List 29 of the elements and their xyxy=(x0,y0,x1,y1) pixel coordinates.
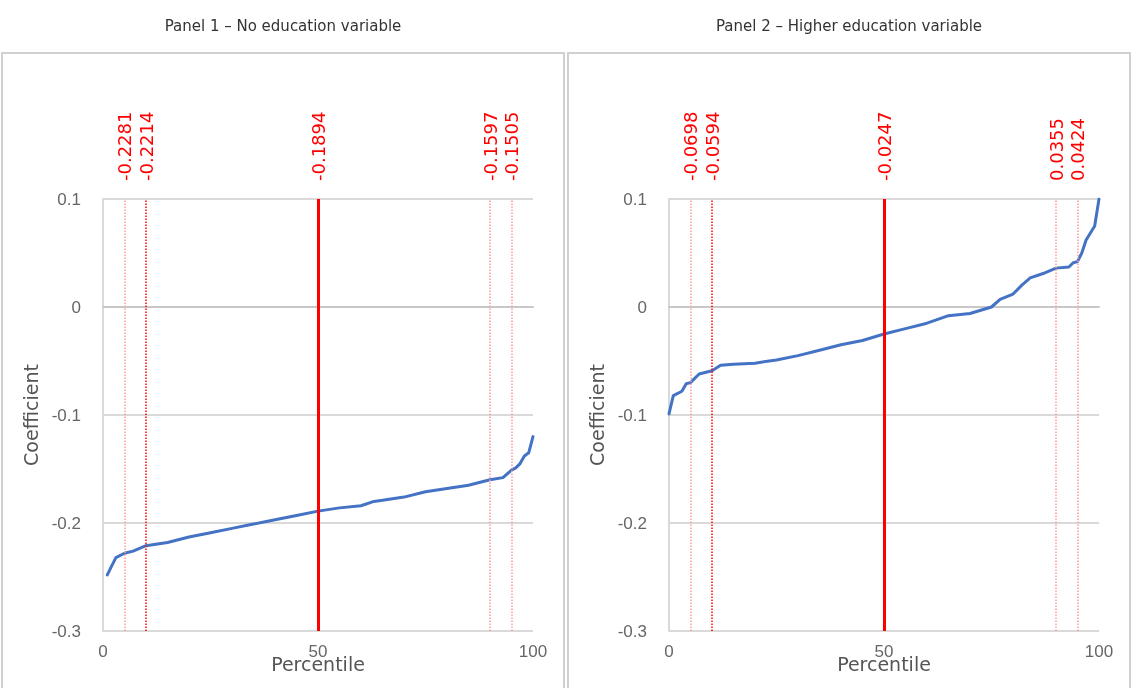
text: -0.0698 xyxy=(680,111,701,181)
y-tick-label: 0.1 xyxy=(57,189,81,209)
text: -0.1505 xyxy=(501,111,522,181)
y-tick-label: 0 xyxy=(637,297,647,317)
y-tick-label: 0.1 xyxy=(623,189,647,209)
text: -0.0594 xyxy=(701,111,723,181)
text: -0.0247 xyxy=(873,111,895,181)
text: -0.1894 xyxy=(307,111,329,181)
y-tick-label: -0.3 xyxy=(617,621,647,641)
text: 0.0424 xyxy=(1067,118,1088,181)
text: -0.2281 xyxy=(114,111,135,181)
y-axis-title: Coefficient xyxy=(20,364,43,466)
line-series xyxy=(105,435,535,577)
y-tick-label: -0.1 xyxy=(51,405,81,425)
y-tick-label: -0.2 xyxy=(617,513,647,533)
x-tick-label: 0 xyxy=(98,642,108,661)
x-tick-label: 0 xyxy=(664,642,674,661)
chart-title: Panel 2 – Higher education variable xyxy=(714,16,984,37)
y-tick-label: -0.3 xyxy=(51,621,81,641)
text: -0.2214 xyxy=(135,111,157,181)
x-tick-label: 100 xyxy=(518,642,548,661)
text: 0.0355 xyxy=(1045,118,1067,181)
y-axis-title: Coefficient xyxy=(586,364,609,466)
y-tick-label: 0 xyxy=(71,297,81,317)
y-tick-label: -0.1 xyxy=(617,405,647,425)
y-tick-label: -0.2 xyxy=(51,513,81,533)
x-tick-label: 100 xyxy=(1084,642,1114,661)
text: -0.1597 xyxy=(479,111,501,181)
chart-title: Panel 1 – No education variable xyxy=(163,16,403,37)
